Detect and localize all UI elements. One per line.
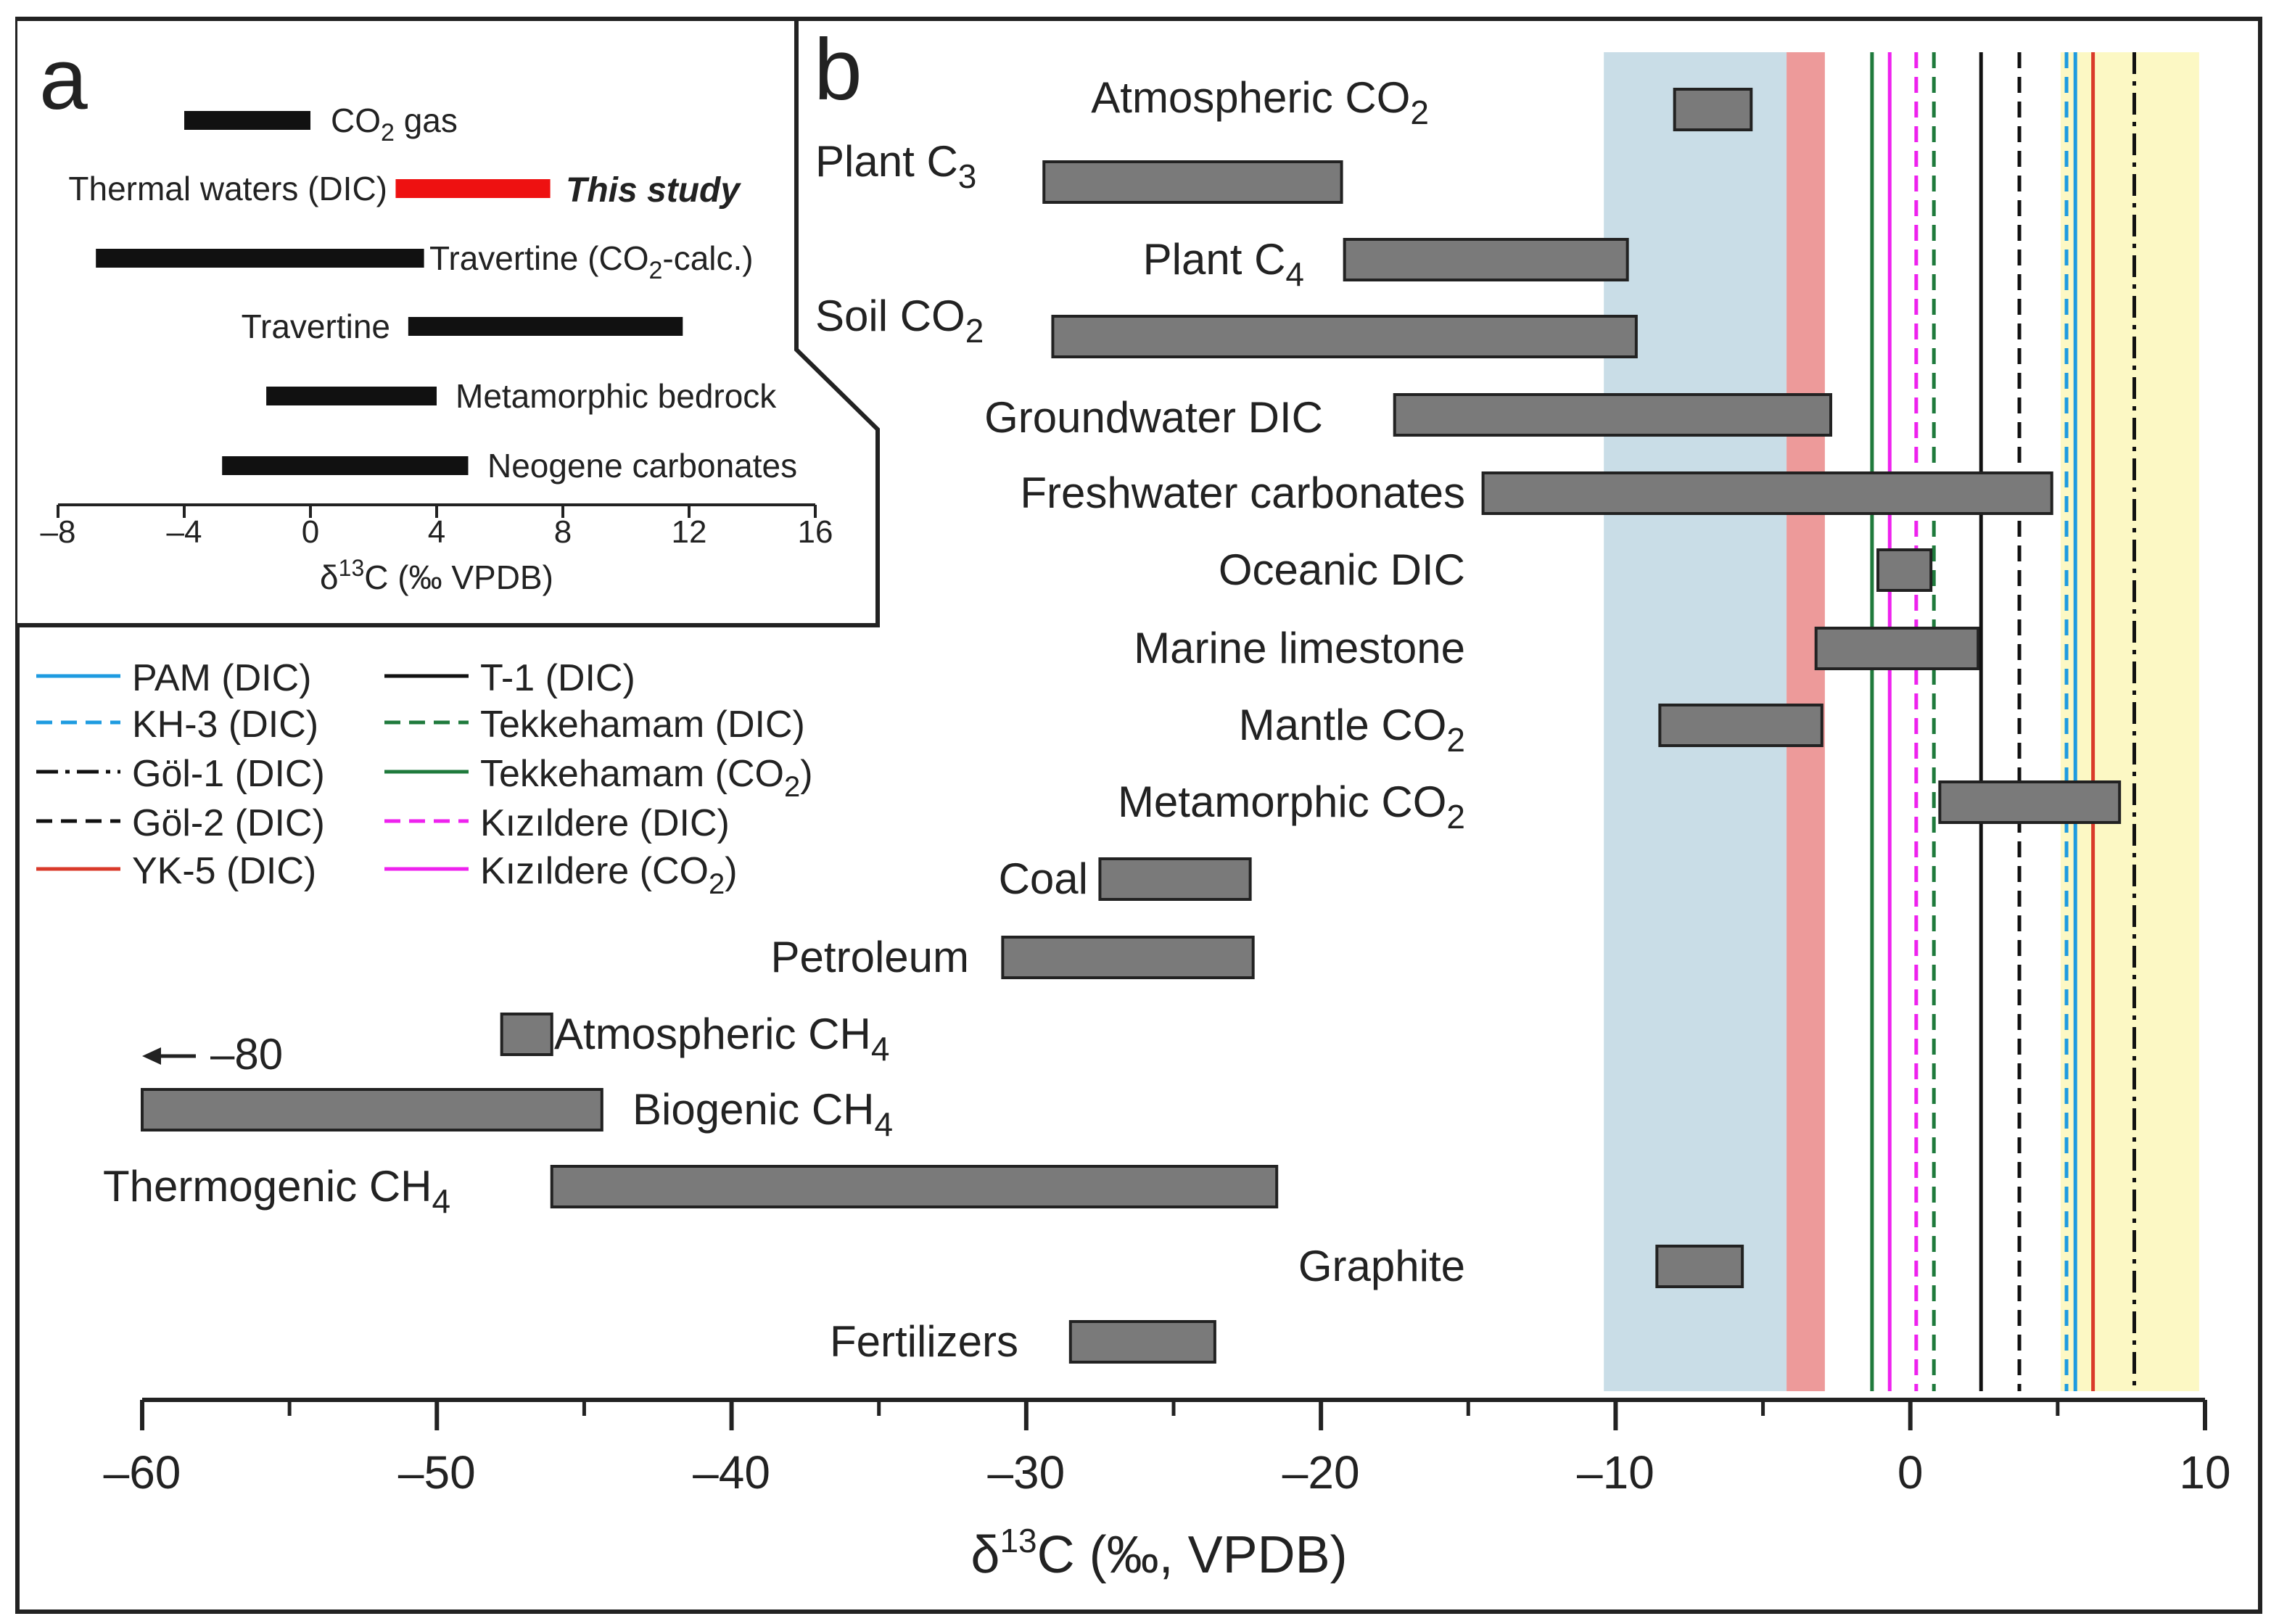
a-label-co2-gas: CO2​ gas [331, 102, 458, 147]
bar-oceanic-dic [1876, 548, 1933, 592]
panel-a: a CO2​ gas Thermal waters (DIC) Travertine… [17, 17, 880, 627]
bar-mantle-co2 [1658, 704, 1823, 747]
bar-fertilizers [1068, 1320, 1216, 1364]
a-this-study-note: This study [566, 171, 741, 210]
b-tick-label-5: –10 [1577, 1446, 1654, 1499]
b-tick-label-0: –60 [104, 1446, 181, 1499]
bar-biogenic-ch4 [141, 1088, 603, 1132]
label-thermogenic-ch4: Thermogenic CH4​ [103, 1162, 450, 1220]
a-tick-label-4: 8 [554, 514, 572, 550]
b-range-bars [141, 88, 2122, 1364]
legend-label-g-l-1-dic: Göl-1 (DIC) [132, 753, 325, 795]
label-atmospheric-ch4: Atmospheric CH4​ [554, 1010, 889, 1068]
label-groundwater-dic: Groundwater DIC [984, 393, 1323, 442]
bar-petroleum [1001, 936, 1255, 979]
a-bar-co2-gas [184, 111, 310, 130]
shaded-band-2 [2060, 52, 2199, 1391]
bar-plant-c3 [1042, 160, 1343, 204]
b-range-labels: Atmospheric CO2​ Plant C3​ Plant C4​ Soil C… [103, 73, 1465, 1366]
a-tick-label-2: 0 [302, 514, 319, 550]
a-bar-travertine-co2-calc [96, 249, 424, 268]
a-bar-thermal-waters-dic [395, 179, 551, 198]
label-freshwater-carbonates: Freshwater carbonates [1020, 469, 1465, 517]
label-marine-limestone: Marine limestone [1134, 624, 1465, 672]
bar-plant-c4 [1343, 238, 1629, 281]
a-x-axis: –8 –4 0 4 8 12 16 δ13C (‰ VPDB) [41, 503, 833, 596]
a-x-axis-label: δ13C (‰ VPDB) [320, 555, 553, 596]
legend-label-t-1-dic: T-1 (DIC) [480, 657, 635, 699]
figure-frame [15, 17, 2262, 1614]
label-plant-c3: Plant C3​ [815, 137, 976, 195]
label-coal: Coal [999, 854, 1088, 903]
b-tick-label-3: –30 [987, 1446, 1065, 1499]
bar-atmospheric-co2 [1673, 88, 1753, 131]
b-biogenic-note: –80 [142, 1030, 283, 1079]
legend-label-kh-3-dic: KH-3 (DIC) [132, 704, 318, 746]
legend-label-tekkehamam-dic: Tekkehamam (DIC) [480, 704, 805, 746]
label-plant-c4: Plant C4​ [1143, 235, 1304, 293]
legend-label-k-z-ldere-co2: Kızıldere (CO2​) [480, 850, 738, 900]
bar-freshwater-carbonates [1481, 471, 2053, 515]
a-label-neogene-carbonates: Neogene carbonates [487, 447, 797, 485]
label-soil-co2: Soil CO2​ [815, 292, 984, 350]
b-panel-label: b [814, 21, 862, 118]
a-label-thermal-waters-dic: Thermal waters (DIC) [68, 170, 387, 207]
b-tick-label-1: –50 [398, 1446, 476, 1499]
bar-marine-limestone [1814, 627, 1980, 670]
a-tick-label-0: –8 [41, 514, 76, 550]
a-label-metamorphic-bedrock: Metamorphic bedrock [456, 377, 777, 415]
a-tick-label-1: –4 [167, 514, 202, 550]
label-petroleum: Petroleum [771, 933, 969, 981]
b-tick-label-7: 10 [2179, 1446, 2230, 1499]
b-shaded-bands [1604, 52, 2199, 1391]
b-x-axis: –60 –50 –40 –30 –20 –10 0 10 δ13C (‰, VPDB) [104, 1398, 2231, 1584]
biogenic-arrow-note: –80 [210, 1030, 283, 1079]
label-metamorphic-co2: Metamorphic CO2​ [1118, 778, 1465, 836]
label-atmospheric-co2: Atmospheric CO2​ [1091, 73, 1429, 131]
panel-b: Atmospheric CO2​ Plant C3​ Plant C4​ Soil C… [103, 21, 2231, 1584]
a-range-labels: CO2​ gas Thermal waters (DIC) Travertine (… [68, 102, 797, 485]
legend: PAM (DIC) T-1 (DIC) KH-3 (DIC) Tekkehamam (… [36, 657, 813, 900]
a-range-bars [96, 111, 683, 475]
bar-atmospheric-ch4 [500, 1013, 553, 1056]
bar-graphite [1655, 1245, 1744, 1288]
a-tick-label-6: 16 [798, 514, 833, 550]
a-label-travertine: Travertine [242, 308, 390, 345]
bar-soil-co2 [1051, 315, 1638, 358]
biogenic-arrow-head [142, 1047, 161, 1065]
legend-label-pam-dic: PAM (DIC) [132, 657, 311, 699]
a-bar-metamorphic-bedrock [266, 387, 437, 405]
b-tick-label-6: 0 [1897, 1446, 1924, 1499]
b-tick-label-4: –20 [1282, 1446, 1360, 1499]
a-panel-label: a [39, 30, 88, 128]
b-reference-lines [1870, 52, 2136, 1391]
bar-metamorphic-co2 [1938, 780, 2122, 824]
legend-label-k-z-ldere-dic: Kızıldere (DIC) [480, 802, 730, 844]
b-x-axis-label: δ13C (‰, VPDB) [970, 1522, 1347, 1584]
label-biogenic-ch4: Biogenic CH4​ [632, 1085, 893, 1143]
a-label-travertine-co2-calc: Travertine (CO2​-calc.) [429, 239, 754, 284]
a-bar-travertine [408, 317, 683, 336]
label-mantle-co2: Mantle CO2​ [1239, 701, 1465, 759]
bar-coal [1098, 857, 1252, 901]
legend-label-tekkehamam-co2: Tekkehamam (CO2​) [480, 753, 813, 803]
bar-groundwater-dic [1393, 393, 1833, 437]
bar-thermogenic-ch4 [550, 1165, 1279, 1208]
a-tick-label-5: 12 [672, 514, 707, 550]
label-oceanic-dic: Oceanic DIC [1219, 545, 1465, 594]
legend-label-g-l-2-dic: Göl-2 (DIC) [132, 802, 325, 844]
label-fertilizers: Fertilizers [830, 1317, 1018, 1366]
a-tick-label-3: 4 [428, 514, 445, 550]
legend-label-yk-5-dic: YK-5 (DIC) [132, 850, 316, 892]
a-bar-neogene-carbonates [222, 456, 469, 475]
label-graphite: Graphite [1298, 1242, 1465, 1290]
b-tick-label-2: –40 [693, 1446, 770, 1499]
